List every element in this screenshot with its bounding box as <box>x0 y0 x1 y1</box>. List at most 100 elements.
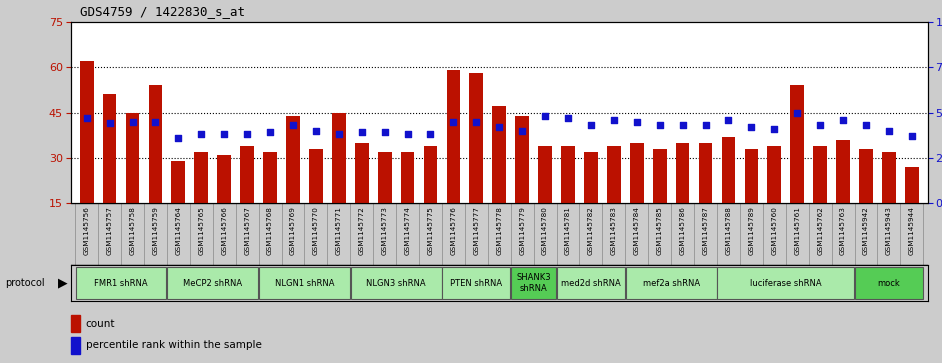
Text: GSM1145782: GSM1145782 <box>588 206 594 255</box>
Point <box>538 113 553 119</box>
Bar <box>218 155 231 249</box>
Bar <box>722 137 736 249</box>
Bar <box>675 143 690 249</box>
FancyBboxPatch shape <box>75 267 167 299</box>
Point <box>125 119 140 125</box>
Point <box>607 117 622 123</box>
Text: PTEN shRNA: PTEN shRNA <box>450 279 502 287</box>
Text: GSM1145761: GSM1145761 <box>794 206 800 255</box>
Bar <box>447 70 461 249</box>
Text: GSM1145769: GSM1145769 <box>290 206 296 255</box>
Bar <box>515 115 529 249</box>
Bar <box>125 113 139 249</box>
Text: GSM1145757: GSM1145757 <box>106 206 113 255</box>
Text: percentile rank within the sample: percentile rank within the sample <box>86 340 262 350</box>
Text: GSM1145760: GSM1145760 <box>771 206 777 255</box>
Text: GSM1145944: GSM1145944 <box>909 206 915 255</box>
Point <box>171 135 186 141</box>
Point <box>904 133 919 139</box>
Bar <box>286 115 300 249</box>
Text: ▶: ▶ <box>58 277 68 290</box>
Point <box>308 128 323 134</box>
Bar <box>263 152 277 249</box>
Bar <box>332 113 346 249</box>
Point <box>652 122 667 128</box>
Bar <box>309 149 323 249</box>
Text: GSM1145758: GSM1145758 <box>130 206 136 255</box>
FancyBboxPatch shape <box>350 267 442 299</box>
FancyBboxPatch shape <box>625 267 717 299</box>
Text: GDS4759 / 1422830_s_at: GDS4759 / 1422830_s_at <box>80 5 245 19</box>
Text: GSM1145780: GSM1145780 <box>542 206 548 255</box>
Point <box>514 128 529 134</box>
Point <box>446 119 461 125</box>
Text: med2d shRNA: med2d shRNA <box>561 279 621 287</box>
Bar <box>103 94 117 249</box>
Text: GSM1145942: GSM1145942 <box>863 206 869 255</box>
Text: GSM1145771: GSM1145771 <box>335 206 342 255</box>
Text: FMR1 shRNA: FMR1 shRNA <box>94 279 148 287</box>
Text: GSM1145778: GSM1145778 <box>496 206 502 255</box>
Text: count: count <box>86 318 115 329</box>
Point <box>698 122 713 128</box>
Point <box>629 119 644 125</box>
FancyBboxPatch shape <box>557 267 625 299</box>
Text: GSM1145772: GSM1145772 <box>359 206 365 255</box>
Bar <box>699 143 712 249</box>
Bar <box>836 140 850 249</box>
Text: protocol: protocol <box>5 278 44 288</box>
Point <box>239 131 254 137</box>
Point <box>492 124 507 130</box>
Bar <box>469 73 483 249</box>
Point <box>423 131 438 137</box>
Bar <box>355 143 368 249</box>
Text: GSM1145776: GSM1145776 <box>450 206 457 255</box>
Bar <box>859 149 873 249</box>
Text: GSM1145789: GSM1145789 <box>748 206 755 255</box>
Text: GSM1145756: GSM1145756 <box>84 206 89 255</box>
Bar <box>882 152 896 249</box>
Point <box>767 126 782 132</box>
Text: GSM1145787: GSM1145787 <box>703 206 708 255</box>
Bar <box>584 152 598 249</box>
Text: GSM1145775: GSM1145775 <box>428 206 433 255</box>
Text: GSM1145759: GSM1145759 <box>153 206 158 255</box>
Point <box>102 121 117 126</box>
Text: GSM1145783: GSM1145783 <box>610 206 617 255</box>
Bar <box>653 149 667 249</box>
FancyBboxPatch shape <box>718 267 854 299</box>
Point <box>836 117 851 123</box>
Point <box>194 131 209 137</box>
Text: GSM1145770: GSM1145770 <box>313 206 319 255</box>
Text: NLGN3 shRNA: NLGN3 shRNA <box>366 279 426 287</box>
Text: GSM1145779: GSM1145779 <box>519 206 526 255</box>
Bar <box>630 143 643 249</box>
Point <box>217 131 232 137</box>
Point <box>882 128 897 134</box>
Bar <box>71 315 80 332</box>
Point <box>583 122 598 128</box>
Text: GSM1145764: GSM1145764 <box>175 206 182 255</box>
Point <box>789 110 804 115</box>
Text: GSM1145767: GSM1145767 <box>244 206 251 255</box>
Text: mock: mock <box>878 279 901 287</box>
Point <box>469 119 484 125</box>
Point <box>813 122 828 128</box>
Point <box>721 117 736 123</box>
Text: GSM1145768: GSM1145768 <box>267 206 273 255</box>
Bar <box>607 146 621 249</box>
Point <box>675 122 690 128</box>
Text: GSM1145943: GSM1145943 <box>885 206 892 255</box>
Bar <box>400 152 414 249</box>
Point <box>400 131 415 137</box>
Text: GSM1145766: GSM1145766 <box>221 206 227 255</box>
Point <box>79 115 94 121</box>
Text: GSM1145763: GSM1145763 <box>840 206 846 255</box>
Bar <box>424 146 437 249</box>
Text: GSM1145788: GSM1145788 <box>725 206 732 255</box>
Text: GSM1145786: GSM1145786 <box>679 206 686 255</box>
Point <box>332 131 347 137</box>
Point <box>377 130 392 135</box>
Text: GSM1145781: GSM1145781 <box>565 206 571 255</box>
Point <box>744 124 759 130</box>
